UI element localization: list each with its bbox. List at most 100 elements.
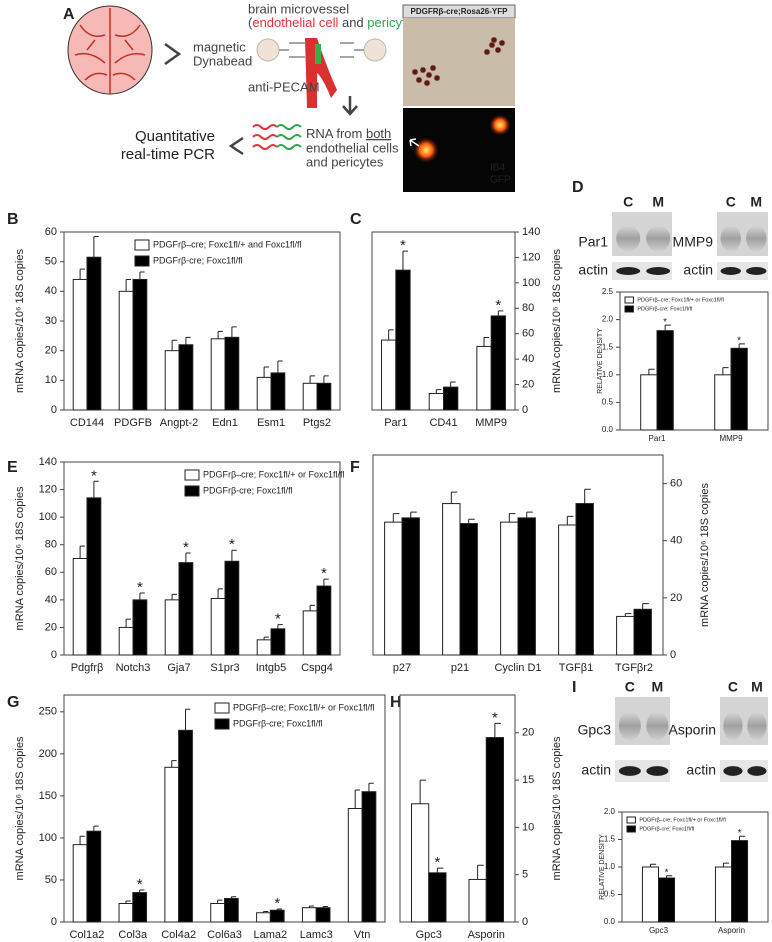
- bar: [361, 791, 377, 923]
- error-bar: [566, 515, 574, 525]
- error-bar: [171, 339, 177, 351]
- bar: [575, 503, 594, 656]
- legend-swatch: [214, 718, 230, 730]
- bar: [224, 336, 240, 411]
- error-bar: [277, 360, 283, 373]
- blot: [720, 760, 768, 782]
- error-bar: [139, 592, 145, 600]
- bar: [714, 866, 733, 923]
- legend-label: PDGFrβ-cre; Foxc1fl/fl: [203, 485, 293, 495]
- bar: [132, 278, 148, 411]
- blot-name: actin: [581, 762, 611, 778]
- error-bar: [93, 480, 99, 498]
- x-tick-label: Asporin: [468, 929, 505, 941]
- x-tick-label: Edn1: [212, 417, 238, 429]
- significance-mark: *: [275, 611, 281, 628]
- x-tick-label: Pdgfrβ: [71, 662, 104, 674]
- bar: [164, 350, 180, 411]
- bar: [178, 729, 193, 923]
- error-bar: [185, 552, 191, 563]
- error-bar: [368, 782, 374, 792]
- plot-frame: [399, 694, 516, 923]
- x-tick-label: Col3a: [118, 929, 148, 941]
- error-bar: [79, 268, 85, 280]
- blot-band: [747, 711, 767, 741]
- label: magnetic: [193, 39, 246, 54]
- bar: [347, 808, 363, 923]
- label: and pericytes: [306, 154, 384, 169]
- y-axis-label: mRNA copies/10⁶ 18S copies: [699, 483, 711, 627]
- error-bar: [79, 835, 85, 845]
- x-tick-label: Asporin: [718, 926, 745, 935]
- blot-band: [646, 711, 669, 741]
- x-tick-label: CD41: [429, 417, 457, 429]
- y-tick-label: 1.0: [604, 862, 616, 871]
- legend-swatch: [626, 816, 636, 824]
- text: RNA from: [306, 126, 366, 141]
- lane-label: C: [728, 679, 738, 695]
- bar: [656, 330, 674, 431]
- arrow: [164, 42, 182, 66]
- cell: [489, 114, 511, 136]
- x-tick-label: S1pr3: [210, 662, 239, 674]
- legend-label: PDGFrβ-cre; Foxc1fl/fl: [639, 826, 694, 832]
- y-tick-label: 0: [51, 916, 57, 928]
- y-tick-label: 250: [39, 706, 57, 718]
- arrow: [409, 138, 420, 147]
- bead: [256, 38, 280, 62]
- bar: [731, 840, 749, 923]
- y-axis-label: RELATIVE DENSITY: [597, 328, 604, 394]
- y-tick-label: 140: [522, 226, 540, 238]
- bar: [442, 503, 461, 656]
- error-bar: [231, 326, 237, 338]
- text: and: [338, 15, 367, 30]
- y-tick-label: 30: [45, 315, 57, 327]
- bead: [363, 38, 387, 62]
- bar: [485, 737, 504, 923]
- bar: [118, 290, 134, 411]
- blot-band: [616, 267, 641, 275]
- error-bar: [739, 835, 746, 841]
- error-bar: [497, 310, 504, 316]
- legend-swatch: [624, 296, 634, 304]
- bar: [714, 374, 732, 431]
- x-tick-label: Angpt-2: [160, 417, 199, 429]
- blot: [717, 262, 768, 280]
- panel-label: E: [7, 459, 18, 476]
- bar: [210, 338, 226, 411]
- y-axis-label: mRNA copies/10⁶ 18S copies: [14, 486, 26, 630]
- bar: [658, 877, 676, 923]
- bar: [164, 766, 180, 923]
- y-axis-label: mRNA copies/10⁶ 18S copies: [14, 249, 26, 393]
- bar: [72, 278, 88, 411]
- significance-mark: *: [492, 709, 498, 726]
- legend-label: PDGFrβ–cre; Foxc1fl/+ and Foxc1fl/fl: [153, 239, 301, 249]
- bar: [302, 382, 318, 411]
- x-tick-label: Cyclin D1: [494, 662, 541, 674]
- bar: [411, 803, 430, 923]
- blot-band: [723, 766, 743, 776]
- error-bar: [309, 375, 315, 384]
- x-tick-label: Notch3: [116, 662, 151, 674]
- significance-mark: *: [183, 539, 189, 556]
- error-bar: [263, 366, 269, 378]
- text: pericyte: [367, 15, 413, 30]
- label: anti-PECAM: [248, 79, 320, 94]
- x-tick-label: Col4a2: [161, 929, 196, 941]
- blot-band: [723, 711, 743, 741]
- error-bar: [738, 343, 745, 349]
- legend-swatch: [626, 825, 636, 833]
- bar: [270, 628, 286, 656]
- significance-mark: *: [665, 867, 669, 878]
- error-bar: [722, 367, 729, 375]
- significance-mark: *: [738, 828, 742, 839]
- blot-band: [746, 225, 767, 252]
- y-tick-label: 20: [45, 345, 57, 357]
- bar: [616, 615, 635, 656]
- vessels: [74, 8, 146, 94]
- y-tick-label: 100: [39, 832, 57, 844]
- x-tick-label: p27: [393, 662, 411, 674]
- y-tick-label: 0.5: [604, 890, 616, 899]
- lane-label: M: [652, 194, 664, 210]
